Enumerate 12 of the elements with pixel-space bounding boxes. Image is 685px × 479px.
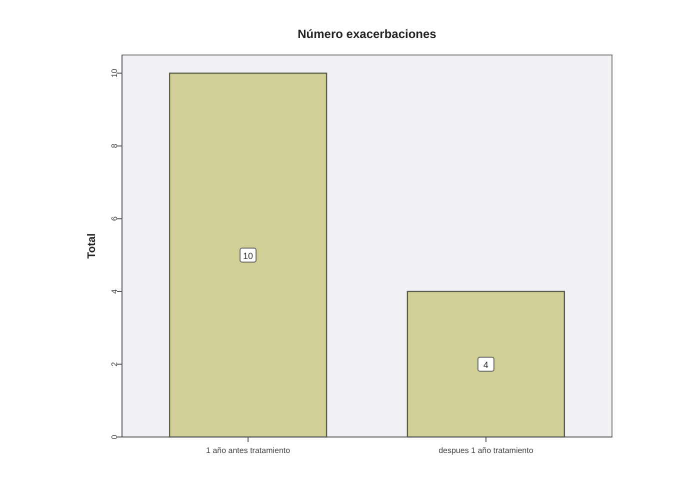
y-tick-label: 10: [110, 68, 119, 78]
data-label: 10: [243, 251, 254, 262]
y-tick-label: 8: [110, 143, 119, 148]
x-tick-label: 1 año antes tratamiento: [206, 446, 291, 455]
y-tick-label: 2: [110, 361, 119, 366]
y-axis-title: Total: [86, 233, 98, 259]
data-label: 4: [483, 360, 488, 370]
y-tick-label: 6: [110, 216, 119, 221]
chart-title: Número exacerbaciones: [298, 27, 437, 41]
y-tick-label: 4: [110, 288, 119, 294]
y-tick-label: 0: [110, 434, 119, 440]
x-tick-label: despues 1 año tratamiento: [438, 446, 534, 455]
